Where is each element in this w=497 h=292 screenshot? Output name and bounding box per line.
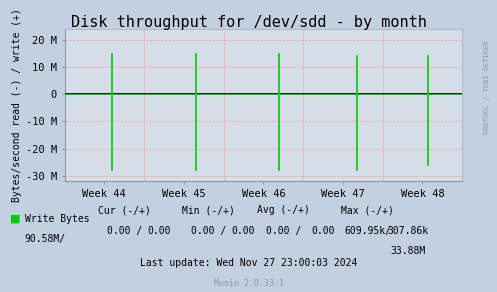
Text: 0.00: 0.00 — [147, 226, 171, 236]
Text: ■: ■ — [10, 214, 20, 224]
Text: 90.58M/: 90.58M/ — [25, 234, 66, 244]
Text: Disk throughput for /dev/sdd - by month: Disk throughput for /dev/sdd - by month — [71, 15, 426, 29]
Text: 307.86k: 307.86k — [387, 226, 428, 236]
Text: Write Bytes: Write Bytes — [25, 214, 89, 224]
Text: Min (-/+): Min (-/+) — [182, 205, 235, 215]
Text: Munin 2.0.33-1: Munin 2.0.33-1 — [214, 279, 283, 288]
Text: Last update: Wed Nov 27 23:00:03 2024: Last update: Wed Nov 27 23:00:03 2024 — [140, 258, 357, 268]
Text: Avg (-/+): Avg (-/+) — [257, 205, 310, 215]
Text: 33.88M: 33.88M — [390, 246, 425, 256]
Text: 0.00 /: 0.00 / — [191, 226, 226, 236]
Text: 0.00: 0.00 — [311, 226, 335, 236]
Text: RRDTOOL / TOBI OETIKER: RRDTOOL / TOBI OETIKER — [484, 41, 490, 134]
Text: 0.00: 0.00 — [232, 226, 255, 236]
Text: 0.00 /: 0.00 / — [266, 226, 301, 236]
Text: 609.95k/: 609.95k/ — [344, 226, 391, 236]
Text: Max (-/+): Max (-/+) — [341, 205, 394, 215]
Text: 0.00 /: 0.00 / — [107, 226, 142, 236]
Y-axis label: Bytes/second read (-) / write (+): Bytes/second read (-) / write (+) — [11, 8, 21, 202]
Text: Cur (-/+): Cur (-/+) — [98, 205, 151, 215]
